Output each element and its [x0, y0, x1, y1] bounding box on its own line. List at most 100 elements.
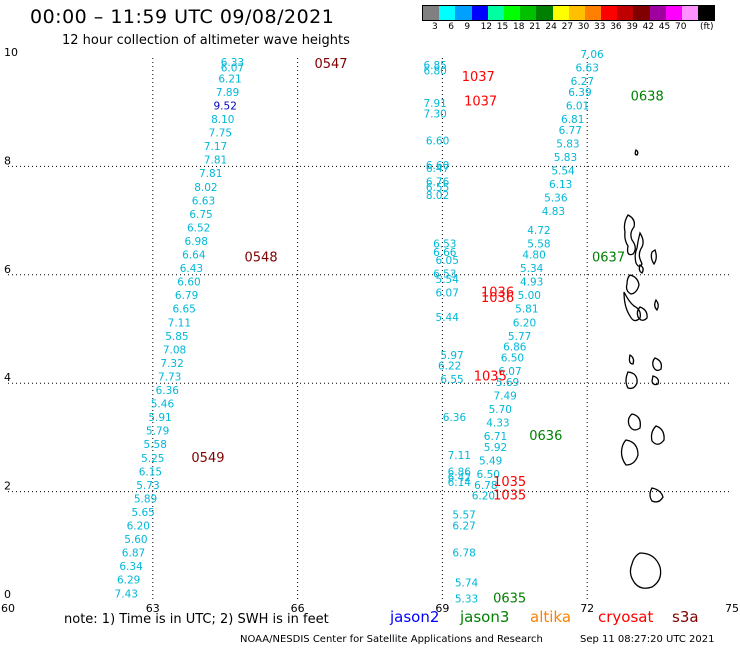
- swh-value: 5.74: [455, 577, 479, 589]
- legend-swatch: [601, 6, 618, 20]
- mission-cryosat: cryosat: [598, 608, 654, 626]
- swh-value: 7.43: [115, 588, 138, 600]
- island-outline: [649, 487, 664, 503]
- legend-swatch: [471, 6, 488, 20]
- swh-value: 7.30: [423, 109, 446, 121]
- island-outline: [650, 249, 657, 266]
- page-title: 00:00 – 11:59 UTC 09/08/2021: [30, 6, 335, 28]
- swh-value: 4.72: [527, 225, 550, 237]
- legend-swatch: [423, 6, 440, 20]
- swh-value: 6.75: [189, 209, 212, 221]
- swh-value: 6.07: [498, 366, 521, 378]
- axis-tick-labels: 60 63 66 69 72 75 0 2 4 6 8 10: [1, 46, 739, 615]
- legend-label: 27: [561, 22, 574, 32]
- swh-value: 6.33: [221, 57, 244, 69]
- swh-value: 5.58: [144, 439, 167, 451]
- time-label: 1036: [481, 285, 514, 300]
- legend-swatch: [649, 6, 666, 20]
- legend-label: 70: [675, 22, 687, 32]
- swh-value: 6.27: [571, 76, 594, 88]
- legend-label: 24: [545, 22, 557, 32]
- swh-value: 5.69: [496, 377, 519, 389]
- swh-value: 6.14: [448, 477, 472, 489]
- swh-data-points: 6.336.076.217.899.528.107.757.177.817.81…: [115, 49, 604, 606]
- swh-value: 7.17: [204, 141, 227, 153]
- legend-swatch: [503, 6, 521, 20]
- swh-value: 6.07: [221, 63, 244, 75]
- swh-value: 6.98: [185, 236, 208, 248]
- legend-label: 36: [610, 22, 622, 32]
- time-label: 0637: [592, 250, 625, 265]
- legend-swatch: [633, 6, 650, 20]
- swh-value: 6.36: [443, 412, 467, 424]
- legend-label: 30: [577, 22, 590, 32]
- legend-swatch: [617, 6, 634, 20]
- swh-value: 6.71: [484, 431, 507, 443]
- swh-value: 6.42: [448, 472, 471, 484]
- mission-s3a: s3a: [672, 608, 699, 626]
- swh-value: 6.20: [513, 317, 536, 329]
- swh-value: 7.75: [209, 128, 232, 140]
- swh-value: 4.93: [520, 277, 543, 289]
- time-label: 1035: [493, 489, 526, 504]
- time-label: 1037: [462, 70, 495, 85]
- legend-swatch: [455, 6, 472, 20]
- swh-value: 6.52: [187, 222, 210, 234]
- swh-value: 6.86: [503, 342, 527, 354]
- swh-value: 5.83: [556, 138, 579, 150]
- swh-value: 5.79: [146, 426, 169, 438]
- swh-value: 6.87: [122, 548, 145, 560]
- swh-value: 6.60: [426, 136, 449, 148]
- swh-value: 5.60: [124, 534, 147, 546]
- x-tick-label: 75: [725, 602, 739, 615]
- color-legend: [422, 5, 716, 21]
- swh-value: 6.53: [433, 239, 456, 251]
- swh-value: 5.46: [151, 399, 175, 411]
- swh-value: 6.43: [180, 263, 203, 275]
- swh-value: 5.65: [131, 507, 154, 519]
- swh-value: 6.60: [426, 160, 449, 172]
- island-outline: [629, 552, 662, 589]
- swh-value: 6.55: [426, 182, 449, 194]
- island-outline: [628, 353, 635, 365]
- swh-value: 8.02: [426, 190, 449, 202]
- swh-value: 6.27: [452, 521, 475, 533]
- x-tick-label: 63: [146, 602, 160, 615]
- swh-value: 6.64: [182, 250, 206, 262]
- swh-value: 4.33: [486, 418, 509, 430]
- swh-value: 4.80: [522, 250, 545, 262]
- swh-value: 6.50: [477, 469, 500, 481]
- swh-value: 5.54: [436, 274, 460, 286]
- swh-value: 6.05: [436, 255, 459, 267]
- time-label: 0635: [493, 592, 526, 607]
- x-tick-label: 69: [435, 602, 449, 615]
- legend-label: 18: [513, 22, 525, 32]
- legend-swatch: [536, 6, 553, 20]
- island-outline: [625, 274, 640, 295]
- legend-label: 6: [448, 22, 454, 32]
- swh-value: 5.54: [551, 166, 575, 178]
- swh-value: 6.39: [568, 87, 591, 99]
- swh-value: 6.81: [561, 114, 584, 126]
- grid-lines: [8, 58, 732, 600]
- swh-value: 5.77: [508, 331, 531, 343]
- swh-value: 6.55: [440, 374, 463, 386]
- swh-value: 6.85: [423, 60, 446, 72]
- swh-value: 9.52: [214, 100, 237, 112]
- swh-value: 5.33: [455, 594, 478, 606]
- legend-swatch: [520, 6, 537, 20]
- swh-value: 5.44: [436, 312, 460, 324]
- timestamp: Sep 11 08:27:20 UTC 2021: [580, 634, 715, 645]
- y-tick-label: 6: [4, 263, 11, 276]
- island-outline: [627, 413, 641, 431]
- swh-value: 6.13: [549, 179, 572, 191]
- swh-value: 8.10: [211, 114, 234, 126]
- swh-value: 6.22: [438, 361, 461, 373]
- swh-value: 7.81: [204, 155, 227, 167]
- swh-value: 7.89: [216, 87, 239, 99]
- swh-value: 5.36: [544, 193, 568, 205]
- y-tick-label: 2: [4, 480, 11, 493]
- time-label: 0547: [314, 57, 347, 72]
- swh-value: 5.49: [479, 456, 502, 468]
